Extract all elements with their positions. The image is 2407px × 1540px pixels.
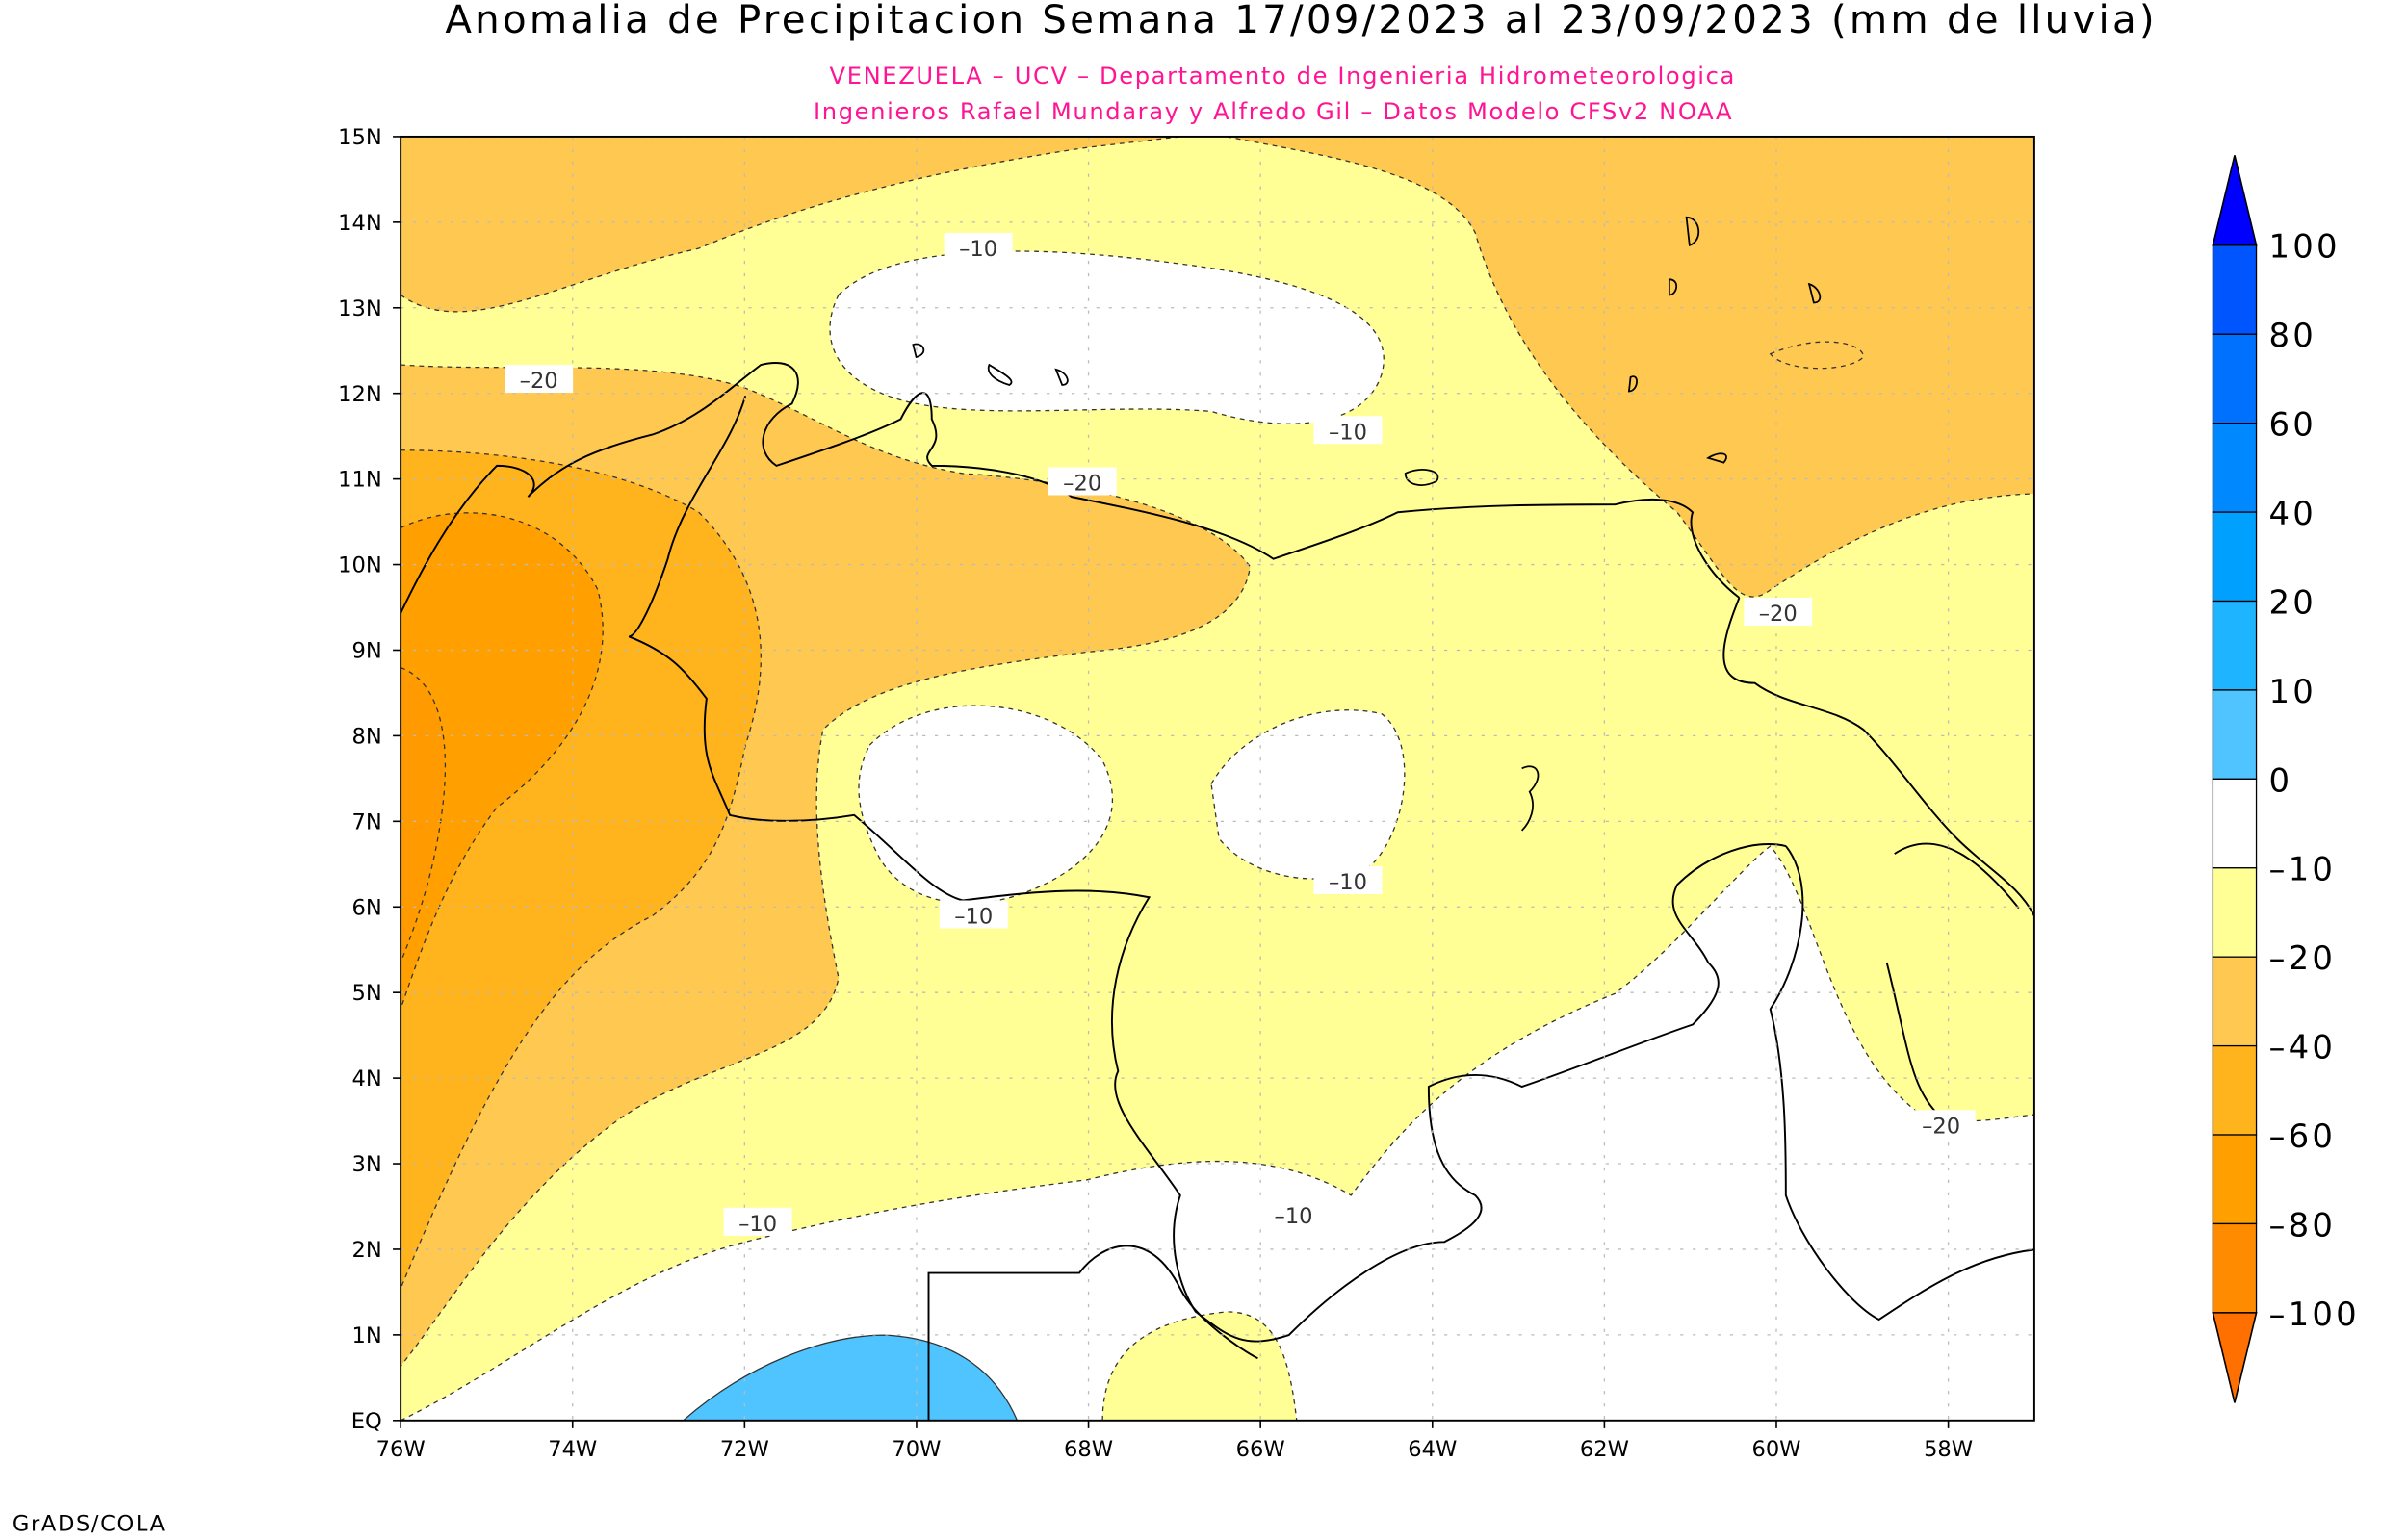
x-tick-label: 74W [548, 1437, 597, 1462]
credit-label: GrADS/COLA [13, 1511, 167, 1536]
y-tick-label: 7N [352, 809, 382, 834]
contour-label: –10 [954, 905, 993, 930]
colorbar-label: 40 [2268, 495, 2316, 532]
anomaly-fill-minus80-minus100 [401, 666, 447, 963]
anomaly-fill-zero-minus10-center-west [858, 705, 1113, 905]
colorbar-segment [2212, 689, 2258, 780]
y-tick-label: 5N [352, 981, 382, 1006]
contour-label: –10 [1329, 870, 1367, 895]
contour-label: –10 [738, 1212, 777, 1237]
contour-label-bg [723, 1207, 792, 1236]
anomaly-fill-minus60-minus80 [401, 512, 604, 1010]
contour-label: –10 [1329, 420, 1367, 445]
colorbar-label: 60 [2268, 406, 2316, 444]
contour-label-bg [1313, 866, 1383, 895]
y-tick-label: 6N [352, 895, 382, 920]
colorbar-label: –80 [2268, 1206, 2336, 1244]
islands [912, 216, 1822, 832]
colorbar-segment [2212, 333, 2258, 424]
colorbar-label: –20 [2268, 939, 2336, 977]
x-tick-label: 58W [1924, 1437, 1973, 1462]
anomaly-fill-minus20-minus40-north [401, 136, 1180, 313]
x-tick-label: 70W [892, 1437, 941, 1462]
contour-label-bg [1744, 597, 1813, 626]
map-plot-area [401, 136, 2034, 1421]
x-tick-label: 64W [1408, 1437, 1457, 1462]
x-tick-label: 72W [720, 1437, 769, 1462]
anomaly-fill-zero-minus10-north [829, 250, 1385, 424]
y-tick-label: 9N [352, 639, 382, 664]
x-axis: 76W 74W 72W 70W 68W 66W 64W 62W 60W 58W [376, 1420, 1973, 1462]
contour-label-bg [1048, 467, 1117, 496]
anomaly-fill-zero-minus10-center-east [1210, 709, 1406, 880]
subtitle-2: Ingenieros Rafael Mundaray y Alfredo Gil… [814, 98, 1733, 125]
colorbar-segment [2212, 600, 2258, 691]
colorbar-segment [2212, 867, 2258, 958]
colorbar-max-arrow [2212, 155, 2258, 246]
colorbar-min-arrow [2212, 1312, 2258, 1403]
contour-label-bg [944, 232, 1013, 261]
y-tick-label: 11N [338, 468, 382, 493]
colorbar-segment [2212, 956, 2258, 1047]
plot-frame [400, 135, 2035, 1422]
colorbar-segment [2212, 244, 2258, 335]
contour-label-bg [505, 365, 574, 394]
colorbar-label: –60 [2268, 1117, 2336, 1155]
y-tick-label: 13N [338, 296, 382, 321]
colorbar-segment [2212, 511, 2258, 603]
colorbar-label: 20 [2268, 583, 2316, 621]
anomaly-fill-minus20-minus40-northeast [1227, 136, 2034, 598]
colorbar-segment [2212, 778, 2258, 869]
contour-labels: –10 –20 –10 –20 –20 –10 –10 –20 –10 –10 [505, 232, 1976, 1237]
colorbar-segment [2212, 1044, 2258, 1136]
y-tick-label: 3N [352, 1152, 382, 1177]
grid-lines [400, 136, 2034, 1422]
y-tick-label: 2N [352, 1238, 382, 1263]
contour-label-bg [1313, 416, 1383, 445]
colorbar-label: –10 [2268, 851, 2336, 888]
anomaly-fill-minus20-minus40-ring [1769, 341, 1865, 370]
x-tick-label: 68W [1064, 1437, 1113, 1462]
y-tick-label: 14N [338, 211, 382, 236]
title: Anomalia de Precipitacion Semana 17/09/2… [445, 0, 2157, 42]
contour-label: –20 [1922, 1114, 1960, 1139]
colorbar-label: 0 [2268, 761, 2292, 799]
y-tick-label: 10N [338, 553, 382, 578]
anomaly-fill-zero-plus10 [682, 1334, 1019, 1421]
x-tick-label: 66W [1236, 1437, 1285, 1462]
anomaly-fill-minus10-minus20-south [1101, 1311, 1298, 1421]
contour-label: –20 [520, 369, 558, 394]
colorbar-segment [2212, 423, 2258, 513]
colorbar-label: 10 [2268, 673, 2316, 710]
x-tick-label: 60W [1751, 1437, 1800, 1462]
colorbar-segment [2212, 1222, 2258, 1314]
x-tick-label: 62W [1580, 1437, 1629, 1462]
y-tick-label: EQ [351, 1409, 382, 1434]
colorbar-label: –40 [2268, 1029, 2336, 1066]
subtitle-1: VENEZUELA – UCV – Departamento de Ingeni… [830, 63, 1736, 90]
contour-label: –20 [1063, 472, 1101, 497]
colorbar-label: –100 [2268, 1296, 2359, 1333]
y-tick-label: 15N [338, 125, 382, 150]
colorbar-label: 80 [2268, 317, 2316, 354]
contour-label: –20 [1759, 602, 1798, 627]
y-tick-label: 4N [352, 1066, 382, 1091]
y-tick-label: 1N [352, 1323, 382, 1348]
y-tick-label: 12N [338, 382, 382, 407]
contour-label: –10 [959, 237, 997, 262]
contour-label-bg [1906, 1110, 1976, 1139]
contour-label: –10 [1275, 1204, 1313, 1229]
y-tick-label: 8N [352, 724, 382, 749]
anomaly-fill-zero-minus10-south [401, 845, 2034, 1421]
x-tick-label: 76W [376, 1437, 426, 1462]
contour-label-bg [939, 900, 1008, 929]
coastline-and-borders [401, 362, 2034, 1421]
colorbar-segment [2212, 1134, 2258, 1225]
contour-label-bg [1259, 1199, 1329, 1228]
colorbar-label: 100 [2268, 228, 2340, 266]
y-axis: EQ 1N 2N 3N 4N 5N 6N 7N 8N 9N 10N 11N 12N 13N 14N 15N [338, 125, 401, 1434]
